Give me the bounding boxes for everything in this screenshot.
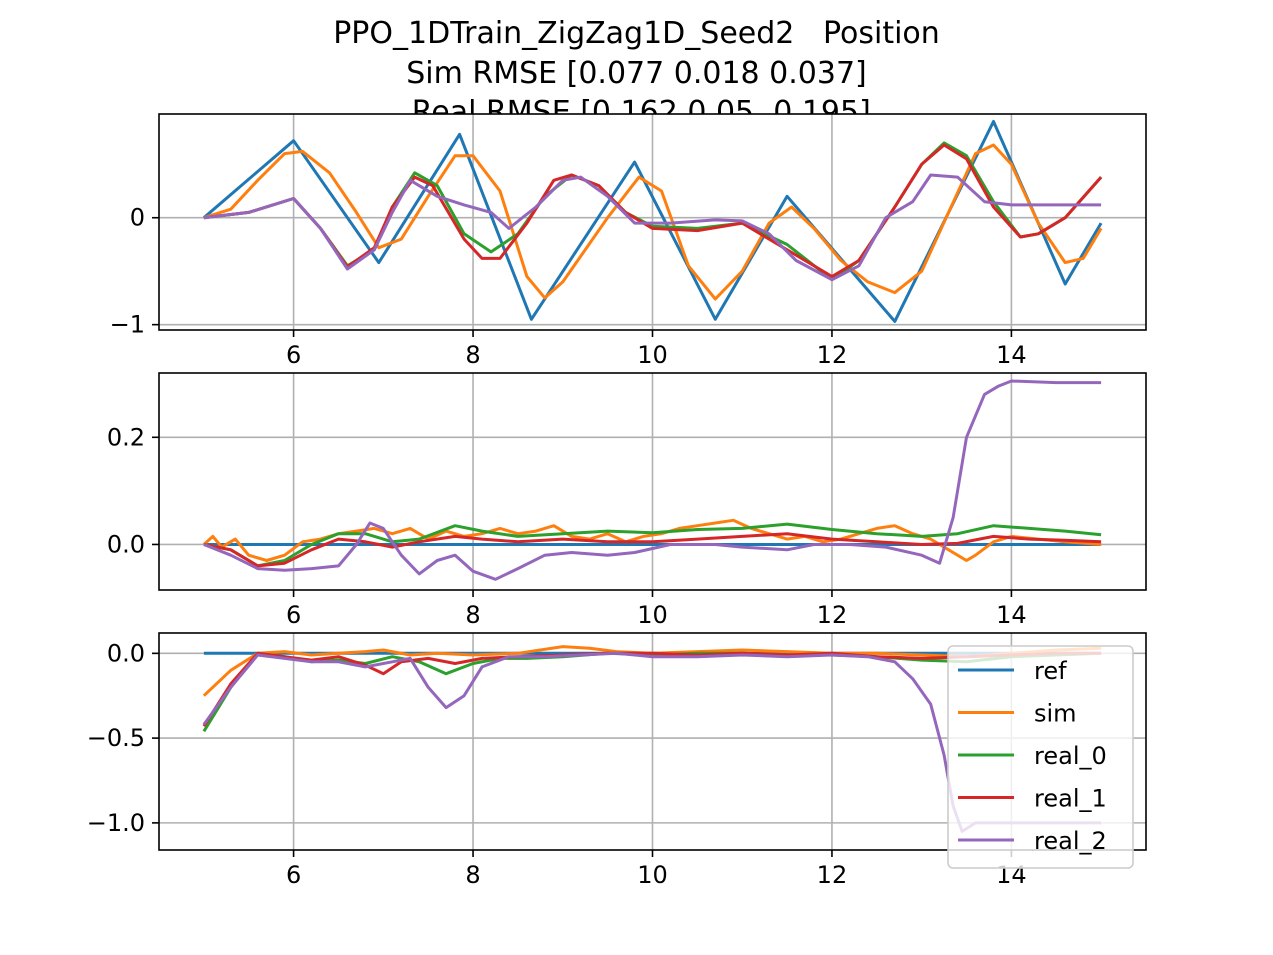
legend-box: [947, 645, 1134, 869]
legend-label-ref: ref: [1034, 657, 1067, 685]
title-line-2: Sim RMSE [0.077 0.018 0.037]: [406, 56, 867, 91]
y-tick-label: 0.0: [107, 639, 145, 667]
legend-label-sim: sim: [1034, 700, 1077, 728]
series-line-ref: [202, 120, 1103, 323]
legend-label-real_2: real_2: [1034, 827, 1107, 855]
legend-label-real_1: real_1: [1034, 785, 1107, 813]
series-line-real_1: [203, 532, 1102, 568]
x-tick-label: 12: [817, 601, 848, 629]
legend-label-real_0: real_0: [1034, 742, 1107, 770]
x-tick-label: 6: [286, 341, 301, 369]
series-line-sim: [202, 645, 1102, 697]
title-line-1: PPO_1DTrain_ZigZag1D_Seed2 Position: [333, 16, 940, 51]
x-tick-label: 6: [286, 861, 301, 889]
x-tick-label: 6: [286, 601, 301, 629]
axes-panel-1: 6 8 10 12 14 0 −1: [110, 113, 1147, 369]
x-tick-label: 10: [637, 861, 668, 889]
x-tick-label: 8: [465, 861, 480, 889]
series-group: [202, 379, 1102, 581]
x-tick-label: 8: [465, 341, 480, 369]
legend: ref sim real_0 real_1 real_2: [947, 645, 1134, 869]
series-line-real_2: [203, 379, 1102, 581]
x-tick-label: 14: [996, 341, 1027, 369]
x-tick-label: 10: [637, 341, 668, 369]
series-line-sim: [203, 143, 1103, 301]
y-tick-label: −0.5: [87, 724, 145, 752]
axes-panel-2: 6 8 10 12 14 0.2 0.0: [107, 372, 1147, 629]
series-line-real_0: [203, 522, 1102, 568]
x-tick-label: 10: [637, 601, 668, 629]
y-tick-label: 0.0: [107, 530, 145, 558]
x-tick-label: 8: [465, 601, 480, 629]
x-tick-label: 12: [817, 341, 848, 369]
y-tick-label: −1.0: [87, 809, 145, 837]
x-tick-label: 12: [817, 861, 848, 889]
series-group: [202, 120, 1103, 323]
y-tick-label: 0: [130, 204, 145, 232]
y-tick-label: −1: [110, 311, 145, 339]
y-tick-label: 0.2: [107, 423, 145, 451]
series-line-real_2: [203, 173, 1102, 282]
x-tick-label: 14: [996, 601, 1027, 629]
